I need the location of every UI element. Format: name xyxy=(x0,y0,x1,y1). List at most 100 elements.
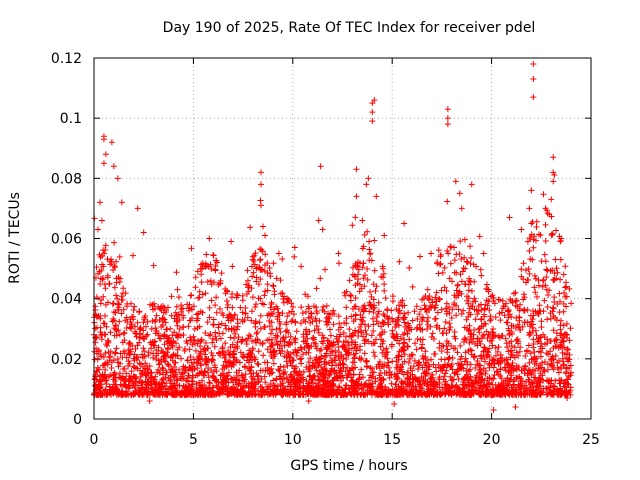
data-point xyxy=(361,231,368,238)
data-point xyxy=(453,251,460,258)
data-point xyxy=(552,256,559,263)
data-point xyxy=(378,331,385,338)
data-point xyxy=(323,302,330,309)
data-point xyxy=(538,340,545,347)
data-point xyxy=(94,364,101,371)
data-point xyxy=(111,378,118,385)
data-point xyxy=(530,244,537,251)
data-point xyxy=(549,230,556,237)
data-point xyxy=(522,352,529,359)
data-point xyxy=(249,338,256,345)
data-point xyxy=(528,187,535,194)
data-point xyxy=(209,352,216,359)
data-point xyxy=(158,323,165,330)
data-point xyxy=(526,323,533,330)
data-point xyxy=(261,268,268,275)
data-point xyxy=(354,280,361,287)
data-point xyxy=(180,324,187,331)
data-point xyxy=(342,382,349,389)
data-point xyxy=(210,251,217,258)
data-point xyxy=(531,272,538,279)
data-point xyxy=(207,380,214,387)
data-point xyxy=(428,356,435,363)
data-point xyxy=(268,330,275,337)
data-point xyxy=(192,274,199,281)
data-point xyxy=(519,383,526,390)
data-point xyxy=(330,321,337,328)
data-point xyxy=(93,294,100,301)
data-point xyxy=(505,348,512,355)
data-point xyxy=(233,358,240,365)
data-point xyxy=(444,198,451,205)
data-point xyxy=(536,365,543,372)
data-point xyxy=(530,374,537,381)
data-point xyxy=(222,340,229,347)
data-point xyxy=(557,365,564,372)
data-point xyxy=(263,388,270,395)
data-point xyxy=(409,317,416,324)
data-point xyxy=(467,243,474,250)
data-point xyxy=(443,287,450,294)
data-point xyxy=(277,329,284,336)
data-point xyxy=(298,304,305,311)
data-point xyxy=(334,375,341,382)
data-point xyxy=(260,352,267,359)
data-point xyxy=(561,388,568,395)
data-point xyxy=(456,190,463,197)
data-point xyxy=(258,246,265,253)
data-point xyxy=(481,320,488,327)
data-point xyxy=(476,233,483,240)
data-point xyxy=(451,269,458,276)
data-point xyxy=(198,271,205,278)
data-point xyxy=(206,314,213,321)
data-point xyxy=(268,370,275,377)
data-point xyxy=(353,166,360,173)
data-point xyxy=(243,340,250,347)
data-point xyxy=(458,255,465,262)
data-point xyxy=(512,325,519,332)
data-point xyxy=(261,373,268,380)
data-point xyxy=(196,294,203,301)
data-point xyxy=(270,360,277,367)
data-point xyxy=(435,362,442,369)
data-point xyxy=(248,317,255,324)
data-point xyxy=(520,291,527,298)
data-point xyxy=(544,267,551,274)
data-point xyxy=(397,335,404,342)
data-point xyxy=(254,329,261,336)
data-point xyxy=(189,341,196,348)
data-point xyxy=(438,347,445,354)
data-point xyxy=(245,288,252,295)
data-point xyxy=(476,384,483,391)
data-point xyxy=(230,325,237,332)
data-point xyxy=(279,290,286,297)
data-point xyxy=(193,317,200,324)
data-point xyxy=(309,318,316,325)
data-point xyxy=(567,325,574,332)
data-point xyxy=(391,400,398,407)
data-point xyxy=(409,371,416,378)
data-point xyxy=(262,379,269,386)
data-point xyxy=(175,294,182,301)
data-point xyxy=(526,247,533,254)
data-point xyxy=(544,361,551,368)
data-point xyxy=(557,326,564,333)
data-point xyxy=(149,317,156,324)
data-point xyxy=(210,373,217,380)
data-point xyxy=(448,314,455,321)
data-point xyxy=(216,305,223,312)
data-point xyxy=(127,375,134,382)
data-point xyxy=(322,374,329,381)
data-point xyxy=(229,387,236,394)
data-point xyxy=(352,294,359,301)
data-point xyxy=(516,374,523,381)
data-point xyxy=(320,335,327,342)
data-point xyxy=(366,238,373,245)
data-point xyxy=(267,312,274,319)
data-point xyxy=(489,357,496,364)
data-point xyxy=(365,175,372,182)
data-point xyxy=(277,363,284,370)
data-point xyxy=(264,281,271,288)
data-point xyxy=(276,325,283,332)
data-point xyxy=(150,262,157,269)
